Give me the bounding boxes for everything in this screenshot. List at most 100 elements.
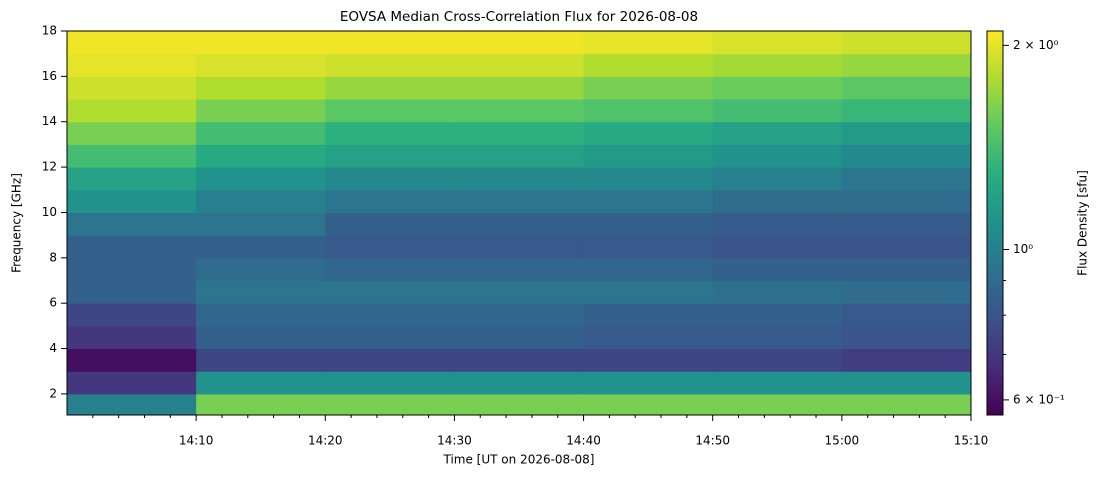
heatmap-cell	[67, 189, 197, 213]
heatmap-cell	[454, 121, 585, 145]
heatmap-cell	[325, 393, 455, 416]
heatmap-cell	[583, 31, 714, 55]
colorbar-tick-label: 10⁰	[1013, 242, 1033, 256]
heatmap-cell	[454, 303, 585, 327]
x-tick-label: 14:30	[437, 434, 472, 448]
heatmap-cell	[196, 348, 326, 372]
heatmap-cell	[67, 212, 197, 236]
heatmap-cell	[841, 189, 972, 213]
heatmap-cell	[712, 121, 843, 145]
heatmap-cell	[712, 99, 843, 123]
heatmap-cell	[67, 280, 197, 304]
heatmap-cell	[325, 53, 455, 77]
heatmap-cell	[325, 76, 455, 100]
heatmap-cell	[841, 235, 972, 259]
heatmap-cell	[325, 235, 455, 259]
heatmap-cell	[841, 393, 972, 416]
y-tick-label: 8	[49, 250, 57, 264]
heatmap-cell	[712, 393, 843, 416]
heatmap-cell	[196, 99, 326, 123]
y-tick-label: 10	[42, 205, 57, 219]
heatmap-cell	[841, 167, 972, 191]
y-axis-label: Frequency [GHz]	[10, 173, 24, 273]
heatmap-cell	[583, 235, 714, 259]
heatmap-cell	[583, 99, 714, 123]
heatmap-cell	[196, 167, 326, 191]
heatmap-cell	[712, 76, 843, 100]
x-axis-label: Time [UT on 2026-08-08]	[443, 453, 595, 467]
heatmap-cell	[454, 76, 585, 100]
heatmap-cell	[325, 212, 455, 236]
heatmap-cell	[454, 257, 585, 281]
heatmap-cell	[583, 280, 714, 304]
heatmap-cell	[325, 280, 455, 304]
heatmap-cell	[196, 235, 326, 259]
x-tick-label: 15:00	[825, 434, 860, 448]
colorbar-tick-label: 6 × 10⁻¹	[1013, 392, 1065, 406]
heatmap-cell	[196, 325, 326, 350]
heatmap-cell	[583, 144, 714, 168]
heatmap-cell	[196, 393, 326, 416]
heatmap-cell	[583, 325, 714, 350]
heatmap-cell	[712, 167, 843, 191]
colorbar-tick-label: 2 × 10⁰	[1013, 38, 1059, 52]
heatmap-cell	[196, 76, 326, 100]
x-tick-label: 15:10	[954, 434, 989, 448]
heatmap-cell	[196, 121, 326, 145]
heatmap-cell	[454, 99, 585, 123]
heatmap-cell	[67, 99, 197, 123]
chart-title: EOVSA Median Cross-Correlation Flux for …	[340, 9, 698, 25]
heatmap-cell	[454, 280, 585, 304]
heatmap-cell	[196, 53, 326, 77]
heatmap-cell	[196, 303, 326, 327]
heatmap-cell	[583, 189, 714, 213]
heatmap-cell	[841, 280, 972, 304]
heatmap-cell	[325, 189, 455, 213]
heatmap-cell	[712, 371, 843, 395]
heatmap-cell	[841, 144, 972, 168]
heatmap-cell	[454, 31, 585, 55]
heatmap-cell	[712, 348, 843, 372]
heatmap-cell	[841, 53, 972, 77]
heatmap-cell	[67, 31, 197, 55]
heatmap-cell	[712, 144, 843, 168]
y-tick-label: 4	[49, 341, 57, 355]
heatmap-cell	[196, 371, 326, 395]
heatmap-cell	[454, 53, 585, 77]
heatmap-cell	[841, 99, 972, 123]
heatmap-cell	[712, 212, 843, 236]
x-tick-label: 14:20	[308, 434, 343, 448]
heatmap-cell	[454, 325, 585, 350]
heatmap-cell	[712, 257, 843, 281]
heatmap-cell	[712, 303, 843, 327]
heatmap-cell	[67, 257, 197, 281]
heatmap-cell	[67, 325, 197, 350]
heatmap-cell	[67, 53, 197, 77]
y-tick-label: 16	[42, 69, 57, 83]
heatmap-cell	[841, 257, 972, 281]
heatmap-cell	[583, 121, 714, 145]
heatmap-cell	[841, 348, 972, 372]
x-tick-label: 14:10	[179, 434, 214, 448]
y-tick-label: 18	[42, 24, 57, 38]
heatmap-cell	[196, 280, 326, 304]
heatmap-cell	[841, 31, 972, 55]
heatmap-cell	[325, 99, 455, 123]
heatmap-cell	[712, 53, 843, 77]
heatmap-cell	[583, 303, 714, 327]
heatmap-cell	[454, 235, 585, 259]
heatmap-cell	[325, 257, 455, 281]
x-tick-label: 14:50	[695, 434, 730, 448]
heatmap-cell	[454, 371, 585, 395]
heatmap-cell	[196, 31, 326, 55]
heatmap-cell	[583, 257, 714, 281]
heatmap-cell	[454, 189, 585, 213]
heatmap-cell	[67, 76, 197, 100]
heatmap-cell	[325, 31, 455, 55]
heatmap-cell	[67, 167, 197, 191]
heatmap-cell	[583, 348, 714, 372]
heatmap-cell	[67, 235, 197, 259]
heatmap-cell	[454, 348, 585, 372]
heatmap-cell	[325, 121, 455, 145]
